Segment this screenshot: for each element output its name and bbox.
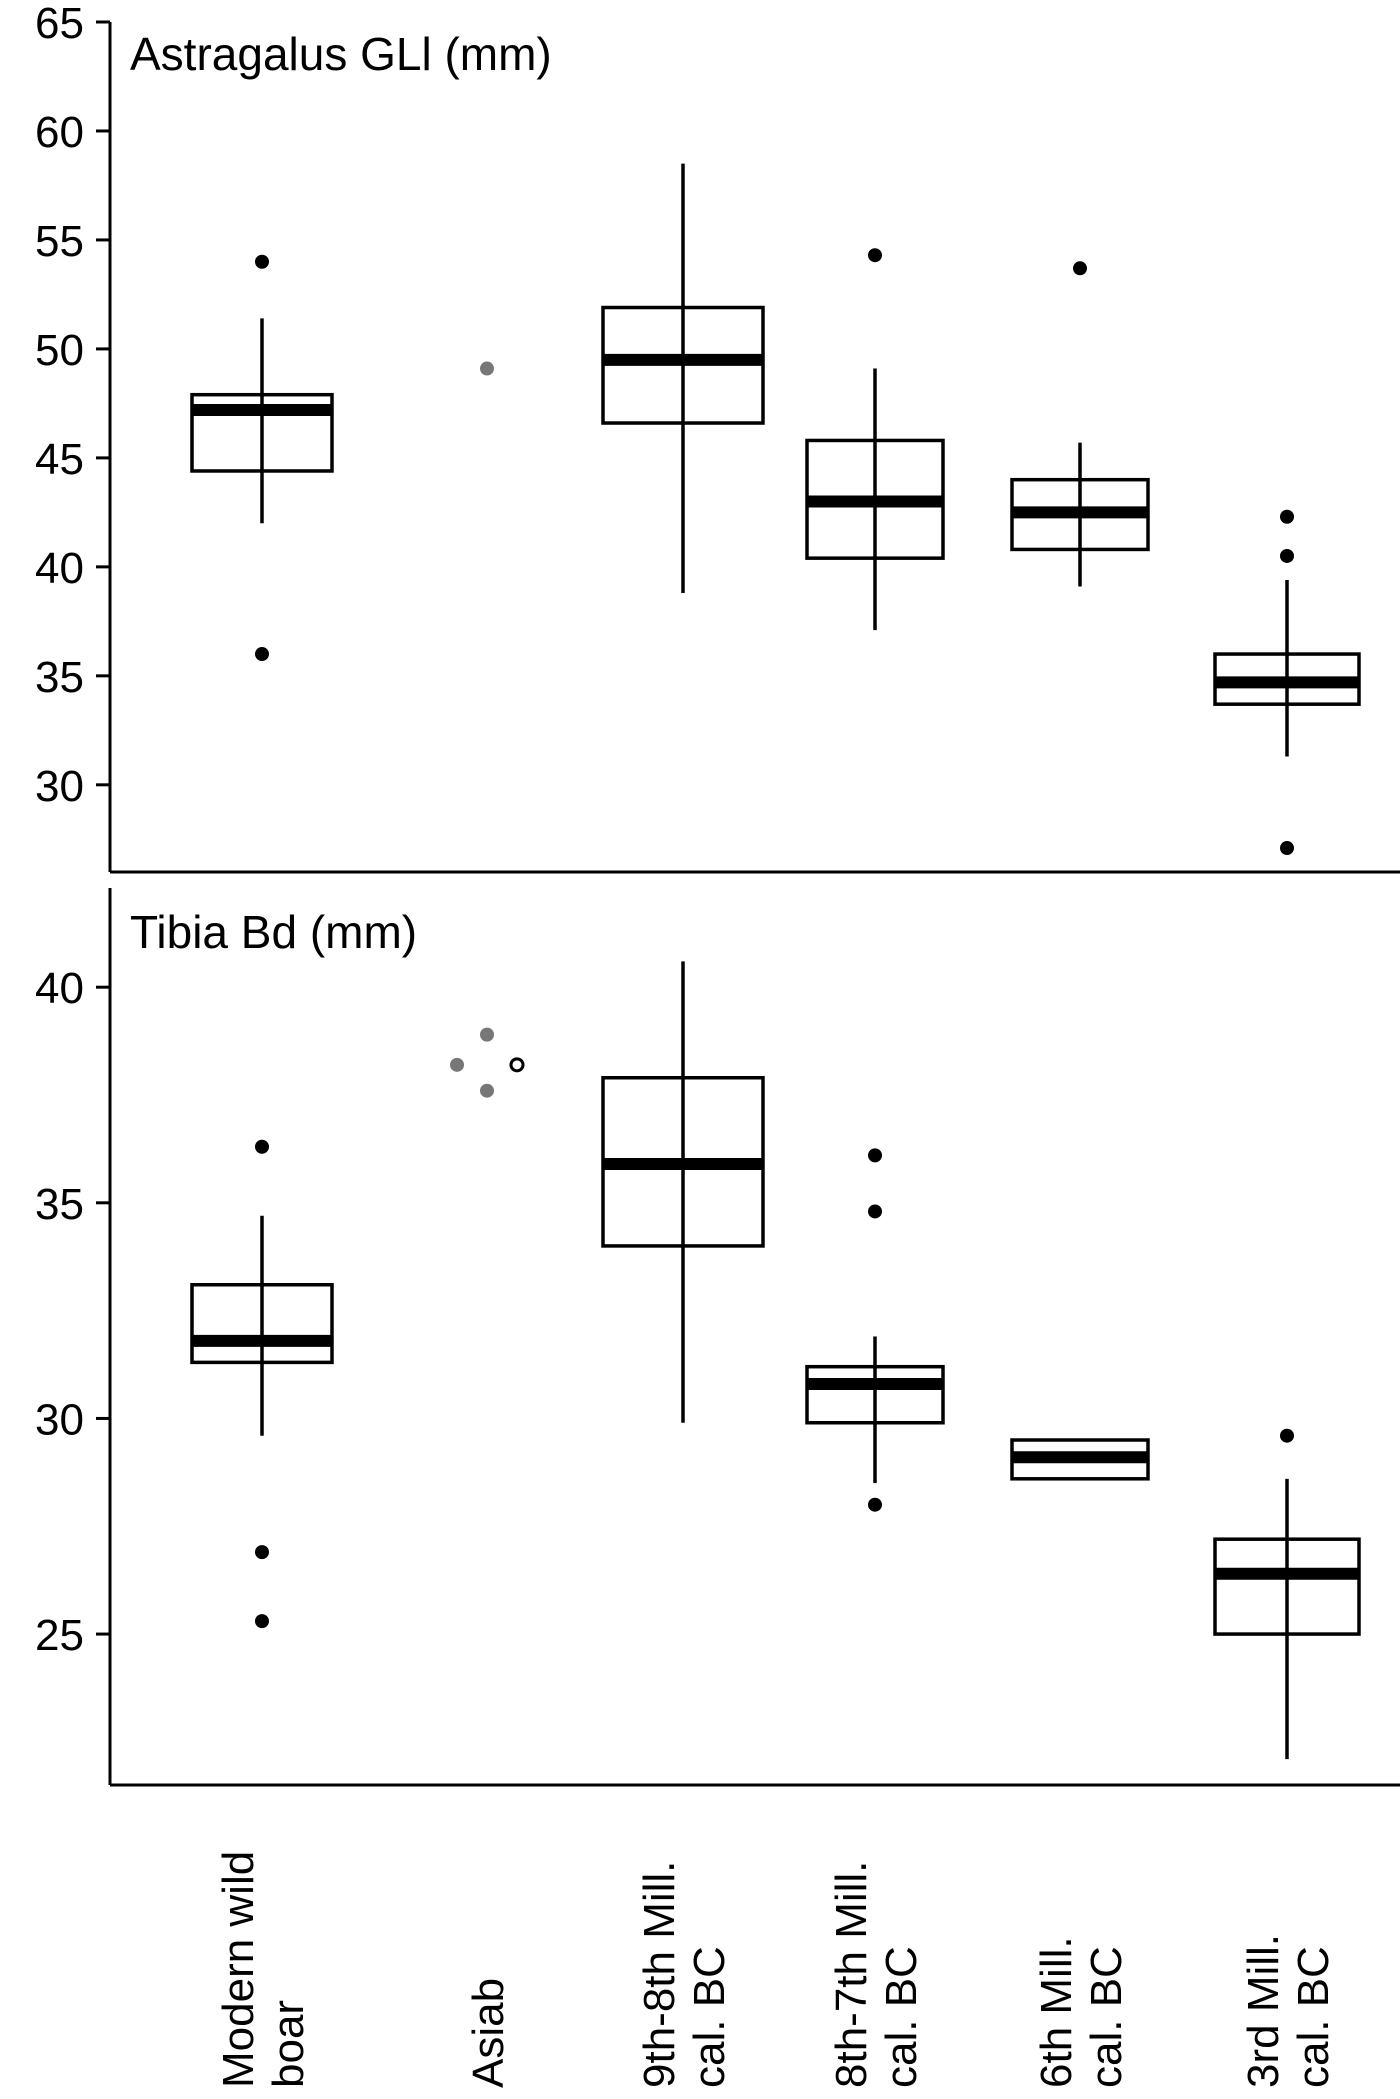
- outlier-point: [255, 254, 269, 269]
- group-5: [1213, 1428, 1361, 1760]
- outlier-point: [1073, 261, 1087, 276]
- category-label: 6th Mill.: [1032, 1936, 1081, 2088]
- outlier-point: [1280, 548, 1294, 563]
- category-label: cal. BC: [877, 1946, 926, 2088]
- outlier-point: [868, 1148, 882, 1163]
- outlier-point: [1280, 1428, 1294, 1443]
- y-tick-label: 45: [35, 435, 84, 484]
- outlier-point: [255, 647, 269, 662]
- gray-point: [450, 1057, 464, 1072]
- outlier-point: [255, 1139, 269, 1154]
- y-tick-label: 30: [35, 1395, 84, 1444]
- gray-point: [480, 1027, 494, 1042]
- group-3: [805, 248, 945, 631]
- y-tick-label: 60: [35, 108, 84, 157]
- category-label: Modern wild: [214, 1851, 263, 2088]
- y-tick-label: 65: [35, 0, 84, 48]
- box-rect: [190, 392, 334, 473]
- category-label: 8th-7th Mill.: [827, 1861, 876, 2088]
- outlier-point: [868, 1204, 882, 1219]
- outlier-point: [255, 1545, 269, 1560]
- gray-point: [480, 1083, 494, 1098]
- box-rect: [805, 1364, 945, 1425]
- gray-point: [480, 361, 494, 376]
- y-tick-label: 50: [35, 326, 84, 375]
- group-0: [190, 254, 334, 662]
- y-tick-label: 55: [35, 217, 84, 266]
- category-label: boar: [264, 2000, 313, 2088]
- open-point: [509, 1057, 525, 1073]
- category-label: cal. BC: [685, 1946, 734, 2088]
- group-5: [1213, 509, 1361, 856]
- y-tick-label: 30: [35, 762, 84, 811]
- y-tick-label: 35: [35, 1180, 84, 1229]
- group-1: [480, 361, 494, 376]
- category-label: 9th-8th Mill.: [635, 1861, 684, 2088]
- outlier-point: [1280, 509, 1294, 524]
- group-1: [450, 1027, 525, 1098]
- group-3: [805, 1148, 945, 1512]
- outlier-point: [868, 1497, 882, 1512]
- outlier-point: [255, 1614, 269, 1629]
- group-4: [1010, 261, 1150, 587]
- y-tick-label: 40: [35, 544, 84, 593]
- category-label: cal. BC: [1082, 1946, 1131, 2088]
- group-0: [190, 1139, 334, 1629]
- category-label: 3rd Mill.: [1239, 1934, 1288, 2088]
- outlier-point: [1280, 841, 1294, 856]
- panel-astragalus: 30 35 40 45 50 55 60 65 Astragalus GLl (mm): [35, 0, 1400, 874]
- y-tick-label: 40: [35, 964, 84, 1013]
- y-tick-label: 25: [35, 1611, 84, 1660]
- category-label: cal. BC: [1289, 1946, 1338, 2088]
- box-rect: [1213, 1537, 1361, 1636]
- category-label: Asiab: [464, 1978, 513, 2088]
- outlier-point: [868, 248, 882, 263]
- panel-tibia: 25 30 35 40 Tibia Bd (mm): [35, 888, 1400, 1787]
- group-2: [601, 163, 765, 594]
- panel-title: Tibia Bd (mm): [130, 906, 417, 958]
- box-rect: [190, 1283, 334, 1365]
- panel-title: Astragalus GLl (mm): [130, 28, 552, 80]
- group-4: [1010, 1438, 1150, 1481]
- group-2: [601, 961, 765, 1423]
- y-tick-label: 35: [35, 653, 84, 702]
